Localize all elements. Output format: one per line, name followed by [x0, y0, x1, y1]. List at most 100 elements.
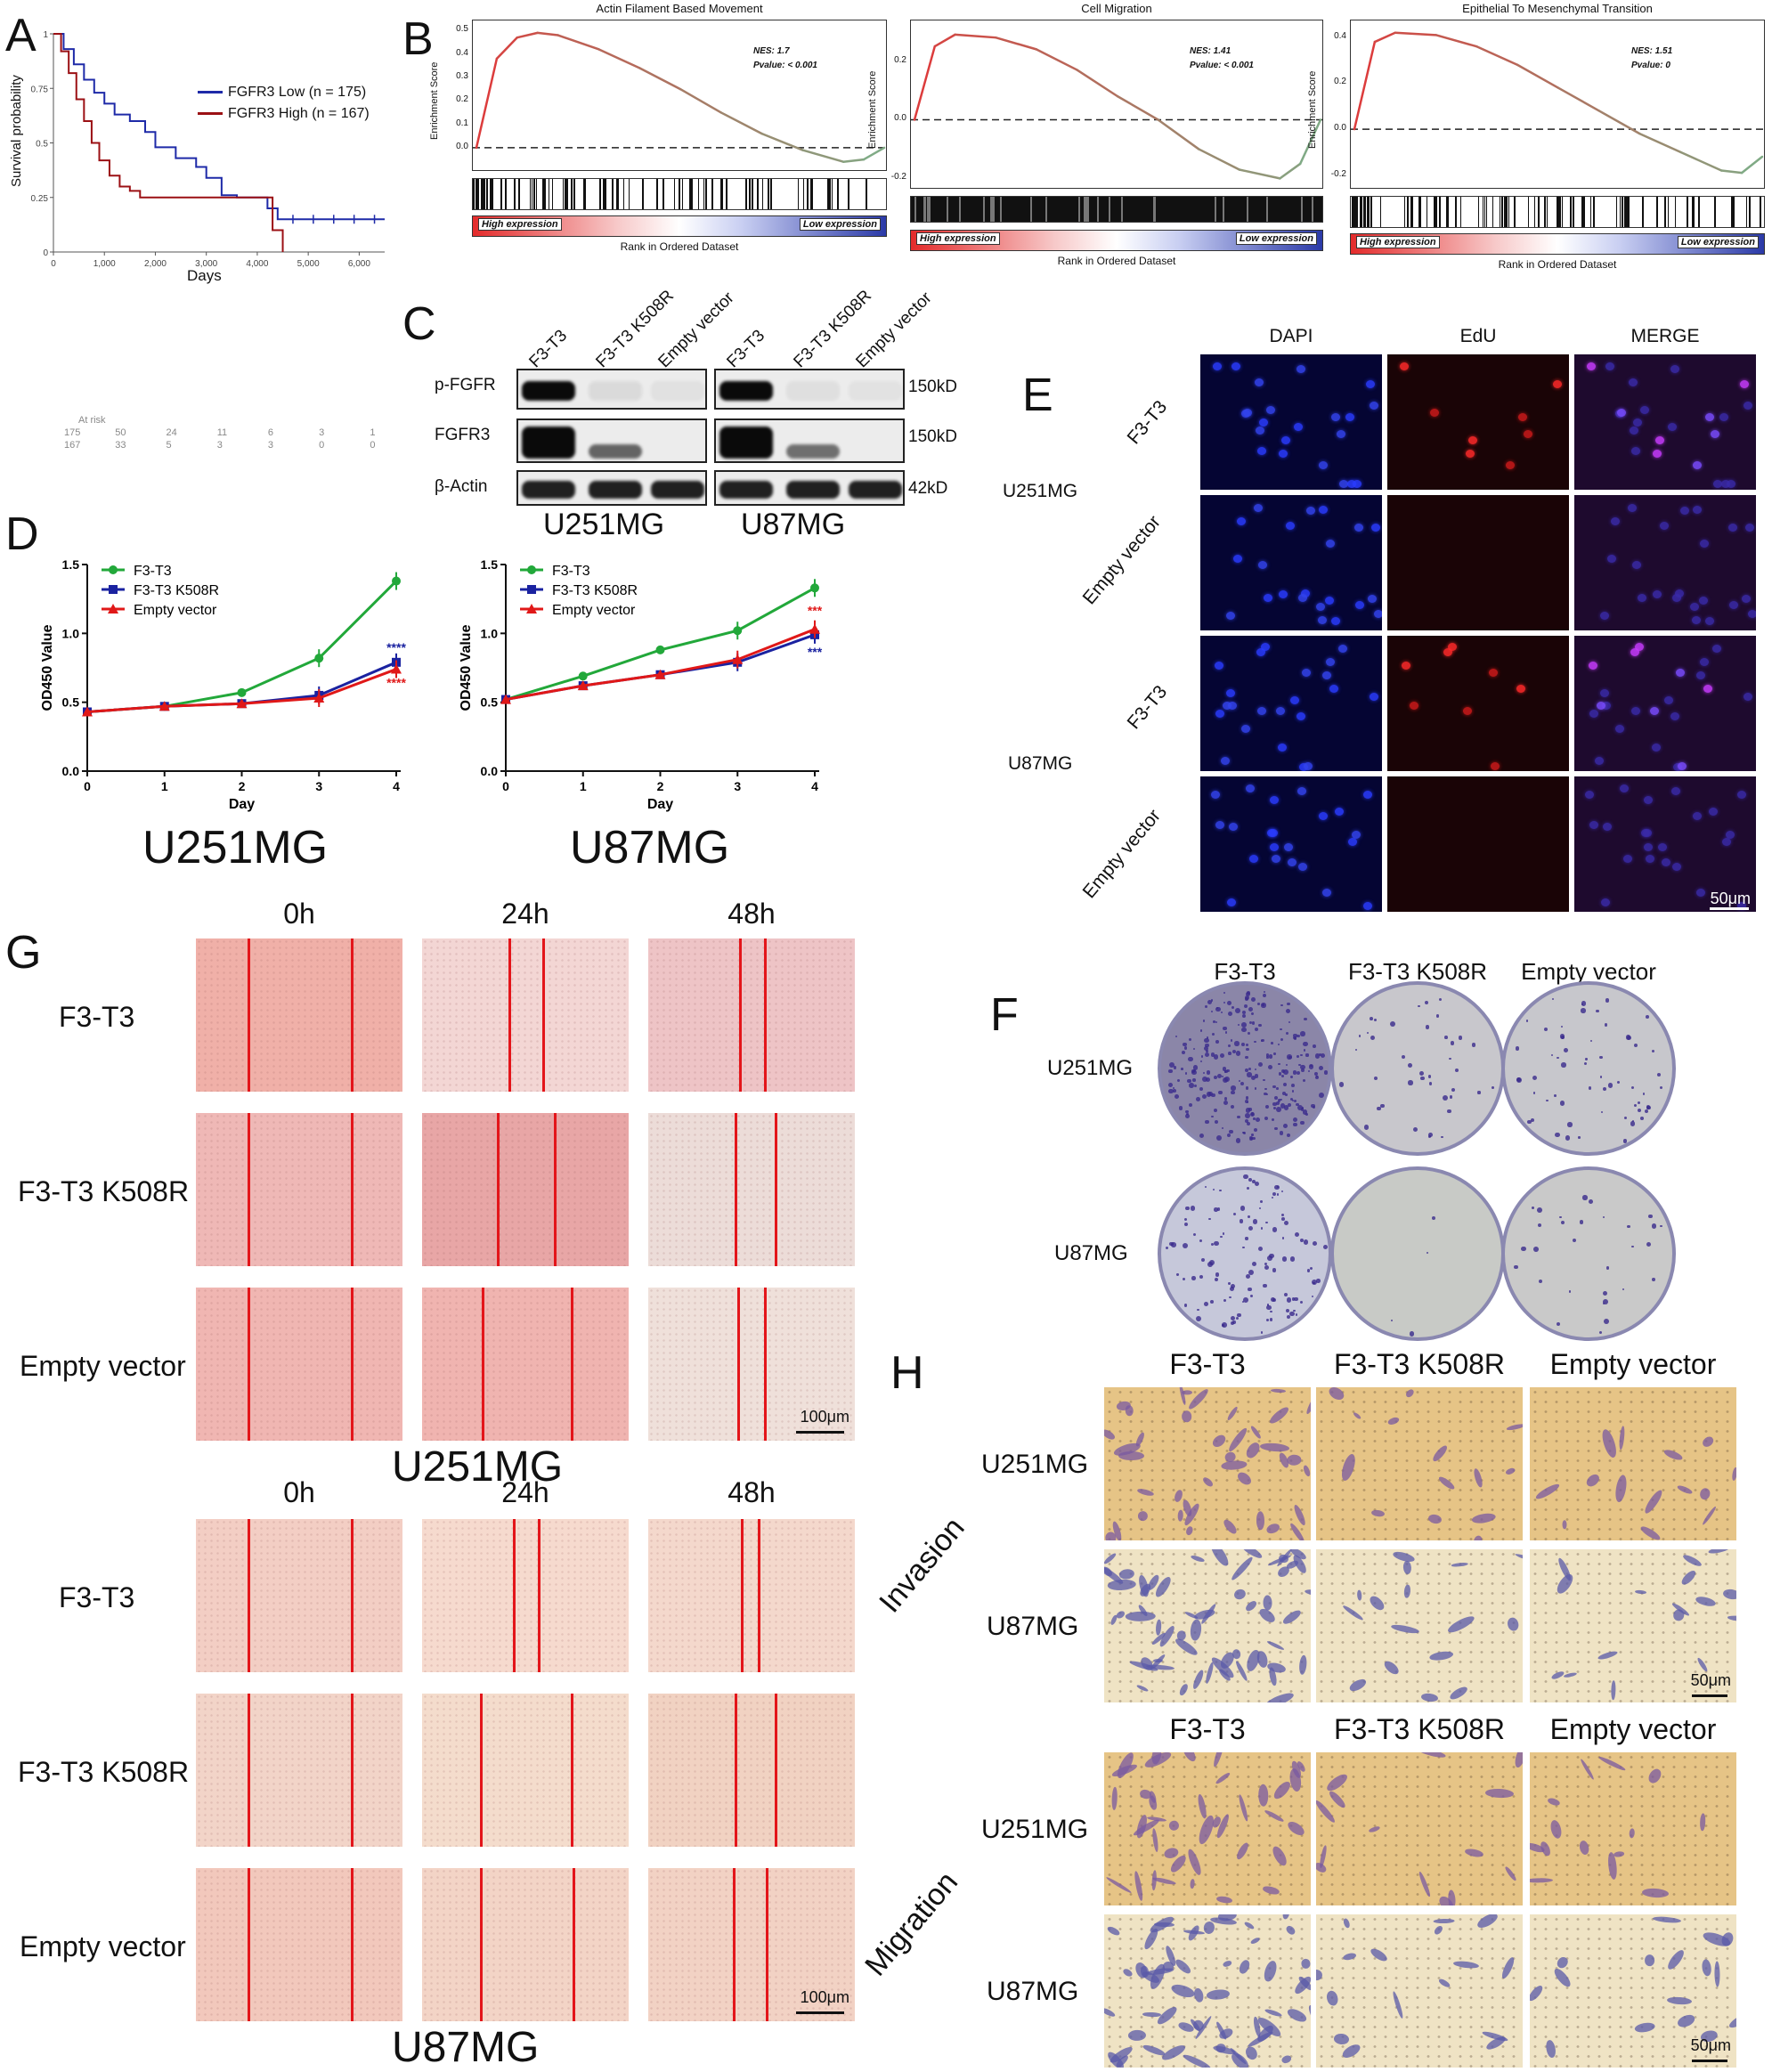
colony — [1290, 1084, 1295, 1088]
stained-cell — [1104, 2006, 1117, 2019]
gsea-hit-line — [570, 179, 573, 209]
colony — [1250, 1075, 1256, 1080]
colony — [1291, 1090, 1295, 1093]
colony — [1170, 1242, 1176, 1248]
colony — [1245, 995, 1250, 1000]
colony — [1202, 1077, 1207, 1082]
wound-image: 100μm — [648, 1288, 855, 1441]
colony — [1277, 1099, 1281, 1103]
gsea-ytick-label: 0.0 — [456, 141, 468, 151]
stained-cell — [1202, 1920, 1215, 1935]
od-significance: **** — [386, 676, 406, 690]
colony — [1221, 1322, 1227, 1328]
edu-nucleus — [1693, 505, 1703, 514]
gsea-hit-line — [847, 179, 849, 209]
colony — [1373, 1018, 1378, 1022]
edu-nucleus — [1603, 823, 1613, 832]
edu-nucleus — [1585, 790, 1595, 799]
edu-nucleus — [1727, 523, 1737, 532]
colony — [1380, 1103, 1385, 1109]
at-risk-low-value: 24 — [166, 427, 177, 438]
wb-blot — [714, 470, 905, 506]
stained-cell — [1547, 1797, 1561, 1808]
colony — [1231, 1321, 1235, 1326]
colony — [1409, 1331, 1415, 1337]
od450-chart-u251mg: 0.0 0.5 1.0 1.5 0 1 2 3 4 Day OD450 Value F3-T3 F3-T… — [40, 557, 406, 812]
stained-cell — [1333, 2033, 1350, 2045]
od-point — [313, 693, 325, 703]
colony — [1177, 1078, 1181, 1082]
colony — [1173, 1088, 1177, 1093]
colony — [1202, 1093, 1207, 1099]
edu-nucleus — [1353, 523, 1363, 532]
stained-cell — [1151, 1827, 1159, 1852]
colony — [1168, 1088, 1175, 1094]
colony — [1302, 1109, 1308, 1115]
gsea-hit-line — [662, 179, 664, 209]
gsea-hit-line — [810, 179, 813, 209]
colony — [1272, 1192, 1276, 1197]
colony — [1216, 1207, 1221, 1211]
colony — [1265, 1052, 1270, 1057]
edu-image — [1387, 636, 1569, 771]
edu-nucleus — [1680, 507, 1690, 516]
edu-nucleus — [1652, 743, 1662, 752]
od-legend-label: Empty vector — [134, 603, 217, 618]
stained-cell — [1210, 1433, 1229, 1450]
wound-time-label: 0h — [283, 898, 315, 930]
gsea-hit-line — [866, 179, 868, 209]
stained-cell — [1285, 1923, 1297, 1937]
wound-edge-line — [739, 938, 743, 1092]
colony — [1244, 1119, 1248, 1124]
stained-cell — [1172, 1488, 1184, 1504]
colony — [1230, 1105, 1235, 1109]
od-point — [236, 698, 248, 709]
colony — [1173, 1066, 1177, 1070]
stained-cell — [1368, 1946, 1389, 1964]
wound-image — [422, 938, 629, 1092]
transwell-col-header: F3-T3 K508R — [1333, 1348, 1506, 1380]
high-expression-tag: High expression — [1356, 236, 1440, 248]
colony — [1265, 1221, 1268, 1224]
od-legend-label: F3-T3 — [134, 564, 172, 579]
gsea-hit-line — [1697, 197, 1700, 227]
gsea-curve-segment — [536, 31, 559, 37]
colony — [1215, 1020, 1217, 1023]
edu-nucleus — [1639, 406, 1649, 415]
colony — [1294, 1297, 1298, 1302]
colony — [1192, 1078, 1196, 1082]
gsea-curve-segment — [1516, 63, 1560, 89]
colony-row-label: U87MG — [1054, 1241, 1128, 1265]
stained-cell — [1370, 1508, 1385, 1518]
edu-row-label: Empty vector — [1078, 511, 1166, 609]
od450-chart-u87mg: 0.0 0.5 1.0 1.5 0 1 2 3 4 Day OD450 Value F3-T3 F3-T… — [459, 557, 823, 812]
edu-image — [1200, 354, 1382, 490]
colony — [1582, 1195, 1588, 1200]
colony — [1248, 1270, 1254, 1275]
gsea-hit-line — [1353, 197, 1356, 227]
colony — [1280, 1037, 1284, 1041]
gsea-curve-segment — [1475, 45, 1519, 67]
gsea-curve-segment — [1373, 31, 1397, 44]
stained-cell — [1177, 1682, 1190, 1697]
stained-cell — [1639, 1524, 1662, 1540]
edu-nucleus — [1257, 447, 1267, 456]
colony — [1377, 1106, 1381, 1110]
colony — [1204, 1052, 1209, 1057]
colony — [1306, 1269, 1311, 1272]
edu-nucleus — [1270, 842, 1280, 851]
stained-cell — [1472, 1534, 1483, 1540]
colony — [1287, 1054, 1292, 1060]
gsea-hit-line — [703, 179, 705, 209]
colony — [1231, 1005, 1235, 1009]
gsea-curve-segment — [1557, 86, 1601, 112]
stained-cell — [1177, 1509, 1184, 1523]
stained-cell — [1316, 1968, 1324, 1982]
stained-cell — [1263, 1690, 1296, 1702]
od-point — [391, 663, 402, 674]
colony — [1644, 1109, 1649, 1114]
transwell-image — [1316, 1752, 1523, 1905]
gsea-hit-line — [1557, 197, 1558, 227]
edu-nucleus — [1729, 600, 1739, 609]
colony — [1211, 1052, 1215, 1057]
